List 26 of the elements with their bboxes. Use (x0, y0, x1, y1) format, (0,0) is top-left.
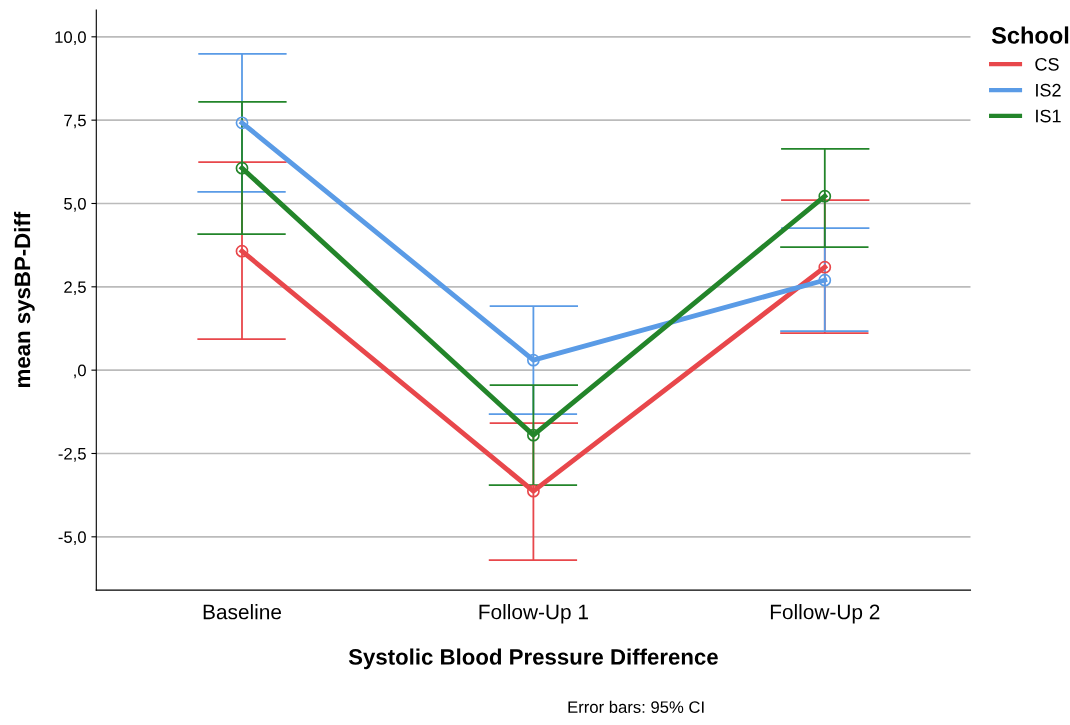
legend-label: IS1 (1036, 109, 1061, 123)
point (235, 244, 249, 258)
x-tick-label: Follow-Up 1 (479, 604, 588, 624)
y-tick-label: ,0 (74, 364, 86, 379)
point (818, 260, 832, 274)
legend-label: CS (1035, 57, 1059, 71)
point (527, 428, 540, 442)
y-axis-title: mean sysBP-Diff (13, 211, 35, 387)
y-tick-label: -5,0 (58, 531, 86, 545)
x-axis-title: Systolic Blood Pressure Difference (348, 648, 718, 670)
y-tick-label: 5,0 (64, 197, 86, 212)
point (527, 353, 540, 367)
legend-title: School (991, 26, 1069, 44)
y-tick-label: -2,5 (58, 447, 86, 462)
point (818, 189, 832, 203)
point (235, 116, 249, 130)
point (527, 484, 540, 498)
y-tick-label: 10,0 (55, 31, 86, 45)
legend-label: IS2 (1036, 83, 1061, 97)
point (818, 273, 832, 287)
x-tick-label: Baseline (203, 604, 282, 620)
x-tick-label: Follow-Up 2 (770, 604, 880, 624)
y-tick-label: 7,5 (64, 114, 86, 129)
text: Error bars: 95% CI (568, 700, 704, 714)
point (235, 161, 249, 175)
y-tick-label: 2,5 (64, 281, 86, 295)
